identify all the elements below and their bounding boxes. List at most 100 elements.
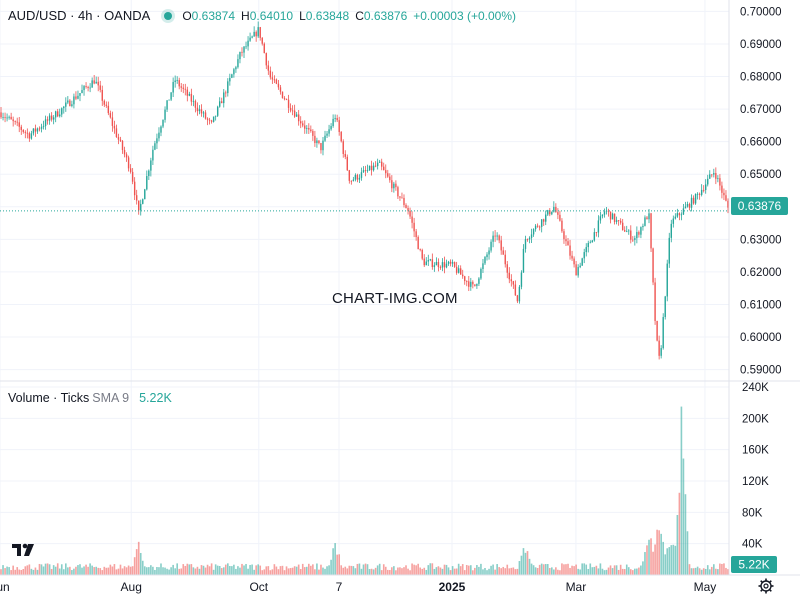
candle-body xyxy=(300,121,302,124)
candle-body xyxy=(680,214,683,216)
volume-bar xyxy=(459,566,462,575)
volume-bar xyxy=(439,567,442,575)
volume-bar xyxy=(231,566,233,575)
volume-bar xyxy=(312,564,314,575)
candle-body xyxy=(63,106,65,109)
volume-bar xyxy=(710,566,713,575)
candle-body xyxy=(466,281,468,282)
volume-bar xyxy=(44,563,47,575)
candle-body xyxy=(6,117,8,119)
volume-bar xyxy=(233,564,235,575)
candle-body xyxy=(95,81,97,84)
volume-bar xyxy=(67,567,69,575)
symbol-title[interactable]: AUD/USD · 4h · OANDA xyxy=(8,8,151,23)
candle-body xyxy=(409,210,411,217)
volume-bar xyxy=(356,563,359,575)
volume-bar xyxy=(154,569,156,575)
volume-bar xyxy=(73,568,75,575)
candle-body xyxy=(437,261,440,268)
candle-body xyxy=(399,196,401,198)
volume-bar xyxy=(571,565,573,575)
volume-bar xyxy=(538,564,541,575)
volume-axis[interactable]: 240K 200K 160K 120K 80K 40K xyxy=(742,382,769,551)
candle-body xyxy=(67,100,69,103)
candle-body xyxy=(551,211,553,215)
candle-body xyxy=(490,241,492,251)
candle-body xyxy=(425,261,427,266)
volume-bar xyxy=(265,566,268,575)
candle-body xyxy=(435,261,438,266)
volume-bar xyxy=(56,563,59,575)
volume-bar xyxy=(143,566,146,575)
candle-body xyxy=(678,213,681,216)
candle-body xyxy=(235,67,237,70)
volume-bar xyxy=(192,567,195,575)
volume-bar xyxy=(346,568,349,575)
candle-body xyxy=(281,91,284,99)
volume-bar xyxy=(123,566,126,575)
candle-body xyxy=(626,231,628,233)
volume-bar xyxy=(447,567,450,575)
candle-body xyxy=(59,114,61,117)
gear-icon[interactable] xyxy=(758,578,774,594)
volume-bar xyxy=(202,565,205,575)
volume-bar xyxy=(393,566,395,575)
candle-body xyxy=(431,259,434,267)
candle-body xyxy=(575,264,577,276)
volume-bar xyxy=(727,569,729,575)
volume-bar xyxy=(6,566,8,575)
volume-bar xyxy=(22,569,25,575)
candle-body xyxy=(348,170,351,181)
candle-body xyxy=(190,93,193,102)
volume-bar xyxy=(615,565,618,575)
candle-body xyxy=(334,118,336,119)
candle-body xyxy=(468,281,470,287)
volume-bar xyxy=(427,565,430,575)
candle-body xyxy=(579,265,581,268)
volume-bar xyxy=(528,558,531,575)
candles xyxy=(0,21,729,360)
volume-bar xyxy=(283,570,286,575)
volume-bar xyxy=(623,569,626,575)
candle-body xyxy=(259,27,261,38)
volume-bar xyxy=(680,406,683,575)
candle-body xyxy=(692,197,695,204)
volume-bar xyxy=(222,567,225,575)
candle-body xyxy=(152,149,154,161)
volume-bar xyxy=(214,564,217,575)
price-axis[interactable]: 0.70000 0.69000 0.68000 0.67000 0.66000 0.650… xyxy=(740,6,782,376)
volume-bar xyxy=(352,566,355,575)
volume-bar xyxy=(463,570,466,575)
volume-bar xyxy=(627,567,630,575)
time-axis[interactable]: Jun Aug Oct 7 2025 Mar May xyxy=(0,580,716,594)
volume-bar xyxy=(50,568,53,575)
volume-bar xyxy=(139,552,142,575)
candle-body xyxy=(500,240,502,251)
volume-bar xyxy=(632,570,634,575)
volume-bar xyxy=(131,566,134,575)
candle-body xyxy=(297,114,300,122)
volume-title[interactable]: Volume · Ticks xyxy=(8,391,90,405)
candle-body xyxy=(279,87,282,92)
volume-bar xyxy=(216,565,219,575)
candle-body xyxy=(221,101,223,104)
volume-bar xyxy=(607,567,610,575)
candle-body xyxy=(127,157,130,169)
candle-body xyxy=(506,264,508,273)
candle-body xyxy=(577,267,579,276)
candle-body xyxy=(397,187,399,197)
volume-bar xyxy=(152,566,154,575)
candle-body xyxy=(682,208,685,215)
candle-body xyxy=(103,100,105,105)
tradingview-logo-icon[interactable] xyxy=(10,540,38,560)
candle-body xyxy=(611,213,614,220)
volume-bar xyxy=(482,569,484,575)
candle-body xyxy=(609,211,612,220)
candle-body xyxy=(111,117,114,126)
volume-bar xyxy=(490,565,492,575)
time-tick-label: May xyxy=(694,580,717,594)
volume-bar xyxy=(314,569,316,575)
price-tick-label: 0.68000 xyxy=(740,72,782,84)
volume-bar xyxy=(127,565,130,575)
volume-bar xyxy=(4,568,6,575)
